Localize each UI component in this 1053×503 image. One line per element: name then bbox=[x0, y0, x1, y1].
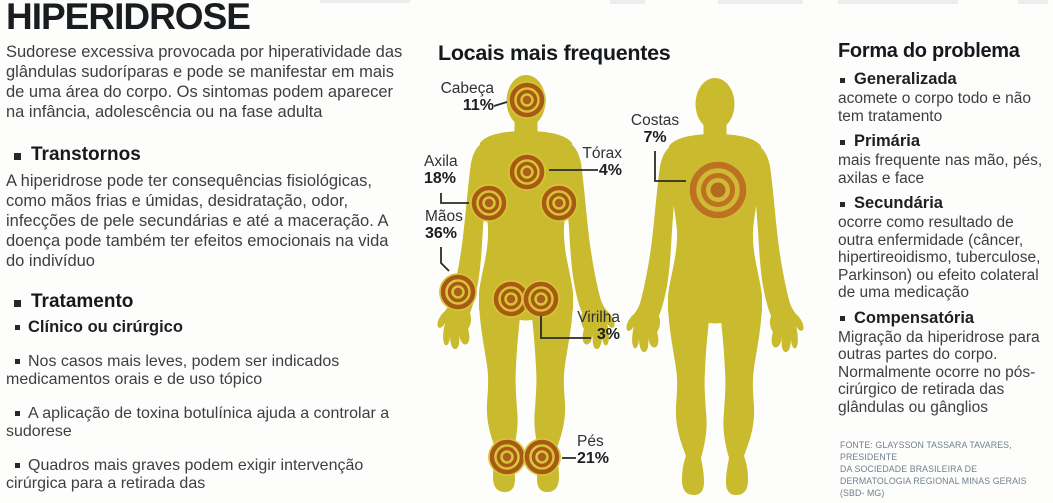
bullet-square-icon bbox=[15, 411, 20, 416]
forma-term-label: Primária bbox=[854, 132, 921, 150]
location-name: Tórax bbox=[582, 145, 622, 162]
source-line: DERMATOLOGIA REGIONAL MINAS GERAIS (SBD-… bbox=[840, 476, 1027, 498]
treatment-item: A aplicação de toxina botulínica ajuda a… bbox=[6, 405, 391, 441]
treatment-item: Nos casos mais leves, podem ser indicado… bbox=[6, 353, 391, 389]
scan-artifact bbox=[838, 0, 958, 4]
forma-term-generalizada: Generalizada bbox=[838, 70, 1050, 89]
forma-term-secundaria: Secundária bbox=[838, 194, 1050, 213]
treatment-item-text: Clínico ou cirúrgico bbox=[28, 318, 183, 336]
section-heading-tratamento: Tratamento bbox=[6, 291, 412, 313]
forma-column: Forma do problema Generalizada acomete o… bbox=[838, 40, 1050, 416]
label-pes: Pés 21% bbox=[577, 433, 637, 467]
source-line: FONTE: GLAYSSON TASSARA TAVARES, PRESIDE… bbox=[840, 440, 1012, 462]
bullet-square-icon bbox=[14, 299, 21, 307]
treatment-item: Clínico ou cirúrgico bbox=[6, 318, 391, 337]
location-pct: 11% bbox=[462, 97, 494, 114]
scan-artifact bbox=[610, 0, 645, 4]
bodymap-panel: Cabeça 11% Axila 18% Mãos 36% Tórax 4% C… bbox=[420, 60, 835, 503]
forma-desc: Migração da hiperidrose para outras part… bbox=[838, 328, 1040, 416]
location-pct: 18% bbox=[424, 170, 457, 187]
location-pct: 7% bbox=[643, 129, 667, 146]
forma-desc: acomete o corpo todo e não tem tratament… bbox=[838, 90, 1032, 125]
source-line: DA SOCIEDADE BRASILEIRA DE bbox=[840, 464, 978, 474]
connector-axila bbox=[440, 193, 469, 204]
section-heading-transtornos: Transtornos bbox=[6, 144, 412, 166]
connector-virilha bbox=[540, 316, 591, 339]
location-name: Cabeça bbox=[440, 80, 494, 97]
section-heading-label: Transtornos bbox=[31, 144, 141, 165]
forma-term-label: Compensatória bbox=[854, 308, 975, 327]
bodymap-figure bbox=[420, 75, 804, 495]
label-virilha: Virilha 3% bbox=[550, 309, 620, 343]
forma-desc: mais frequente nas mão, pés, axilas e fa… bbox=[838, 152, 1043, 187]
target-pes-right bbox=[523, 438, 561, 476]
location-name: Costas bbox=[630, 112, 680, 129]
location-pct: 3% bbox=[596, 326, 620, 343]
target-cabeca bbox=[508, 81, 546, 119]
label-cabeca: Cabeça 11% bbox=[420, 80, 494, 114]
forma-term-primaria: Primária bbox=[838, 132, 1050, 151]
connector-costas bbox=[654, 151, 686, 182]
forma-term-compensatoria: Compensatória bbox=[838, 309, 1050, 328]
bodymap-heading: Locais mais frequentes bbox=[438, 41, 671, 65]
target-torax bbox=[508, 153, 546, 191]
bullet-square-icon bbox=[15, 325, 20, 330]
source-credit: FONTE: GLAYSSON TASSARA TAVARES, PRESIDE… bbox=[840, 439, 1048, 499]
connector-lines bbox=[440, 101, 686, 459]
bullet-square-icon bbox=[15, 359, 20, 364]
label-torax: Tórax 4% bbox=[552, 145, 622, 179]
treatment-item-text: Nos casos mais leves, podem ser indicado… bbox=[6, 353, 340, 388]
treatment-item: Quadros mais graves podem exigir interve… bbox=[6, 457, 391, 493]
location-pct: 36% bbox=[425, 225, 458, 242]
location-name: Axila bbox=[424, 153, 458, 170]
location-name: Pés bbox=[577, 433, 604, 450]
location-name: Virilha bbox=[577, 309, 620, 326]
bullet-square-icon bbox=[14, 152, 21, 160]
section-heading-label: Tratamento bbox=[31, 291, 134, 312]
connector-maos bbox=[440, 247, 450, 272]
bullet-square-icon bbox=[840, 316, 845, 321]
location-pct: 21% bbox=[577, 450, 610, 467]
treatment-item-text: A aplicação de toxina botulínica ajuda a… bbox=[6, 405, 390, 440]
target-axila-right bbox=[540, 184, 578, 222]
article-column: HIPERIDROSE Sudorese excessiva provocada… bbox=[6, 0, 412, 503]
label-costas: Costas 7% bbox=[624, 112, 686, 146]
treatment-item-text: Quadros mais graves podem exigir interve… bbox=[6, 457, 364, 492]
bullet-square-icon bbox=[15, 463, 20, 468]
target-axila-left bbox=[470, 184, 508, 222]
label-axila: Axila 18% bbox=[424, 153, 466, 187]
target-costas bbox=[688, 160, 748, 220]
target-maos bbox=[439, 273, 477, 311]
bullet-square-icon bbox=[840, 77, 845, 83]
forma-heading: Forma do problema bbox=[838, 40, 1020, 62]
target-pes-left bbox=[488, 438, 526, 476]
forma-desc: ocorre como resultado de outra enfermida… bbox=[838, 214, 1041, 301]
scan-artifact bbox=[320, 0, 410, 3]
location-pct: 4% bbox=[598, 162, 622, 179]
transtornos-paragraph: A hiperidrose pode ter consequências fis… bbox=[6, 172, 389, 270]
scan-artifact bbox=[1018, 0, 1048, 4]
forma-term-label: Generalizada bbox=[854, 70, 957, 88]
connector-cabeca bbox=[493, 101, 508, 107]
scan-artifact bbox=[718, 0, 803, 4]
intro-paragraph: Sudorese excessiva provocada por hiperat… bbox=[6, 43, 403, 121]
forma-term-label: Secundária bbox=[854, 194, 943, 212]
label-maos: Mãos 36% bbox=[425, 208, 471, 242]
page-title: HIPERIDROSE bbox=[6, 0, 251, 37]
bullet-square-icon bbox=[840, 139, 845, 145]
location-name: Mãos bbox=[425, 208, 463, 225]
bullet-square-icon bbox=[840, 201, 845, 207]
